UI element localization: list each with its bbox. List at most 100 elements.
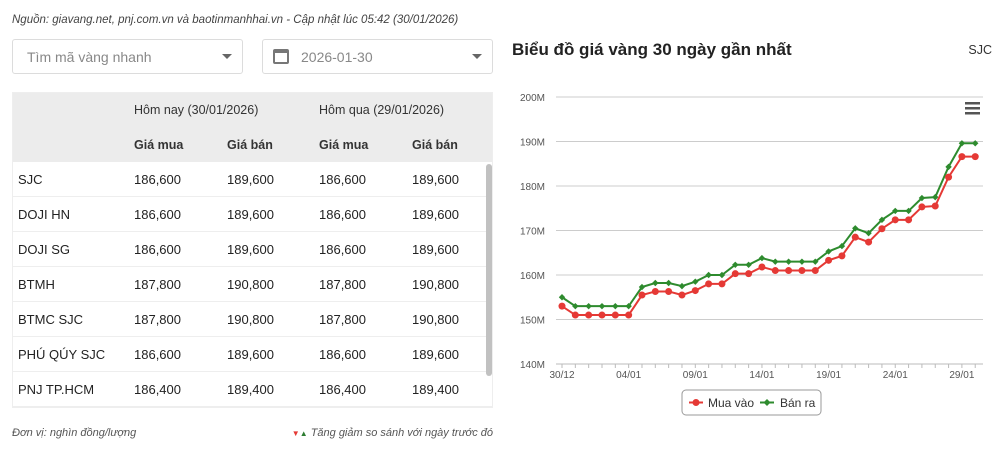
table-row[interactable]: DOJI SG 186,600 189,600 186,600 189,600 xyxy=(13,232,492,267)
data-point[interactable] xyxy=(705,271,712,279)
legend-ban-ra[interactable]: Bán ra xyxy=(760,396,816,410)
header-yesterday: Hôm qua (29/01/2026) xyxy=(319,103,445,117)
data-point[interactable] xyxy=(825,256,833,264)
data-point[interactable] xyxy=(691,287,699,295)
data-point[interactable] xyxy=(838,252,846,260)
data-point[interactable] xyxy=(678,282,686,290)
legend-mua-vao[interactable]: Mua vào xyxy=(689,396,754,410)
data-point[interactable] xyxy=(678,291,686,299)
data-point[interactable] xyxy=(771,267,779,275)
data-point[interactable] xyxy=(798,267,806,275)
data-point[interactable] xyxy=(945,173,953,181)
series-line xyxy=(561,142,976,308)
data-point[interactable] xyxy=(718,280,726,288)
yesterday-sell-price: 189,600 xyxy=(412,171,459,187)
data-point[interactable] xyxy=(758,263,766,271)
data-point[interactable] xyxy=(852,225,859,232)
data-point[interactable] xyxy=(971,153,979,161)
data-point[interactable] xyxy=(865,238,873,246)
table-row[interactable]: DOJI HN 186,600 189,600 186,600 189,600 xyxy=(13,197,492,232)
yesterday-buy-price: 186,600 xyxy=(319,241,366,257)
date-picker[interactable]: 2026-01-30 xyxy=(262,39,493,74)
data-point[interactable] xyxy=(958,153,966,161)
svg-text:170M: 170M xyxy=(520,227,545,238)
data-point[interactable] xyxy=(891,216,899,224)
price-line-chart: 140M 150M 160M 170M 180M 190M 200M 30/12 04/01 09… xyxy=(520,93,983,416)
data-point[interactable] xyxy=(972,140,979,147)
table-header-dates: Hôm nay (30/01/2026) Hôm qua (29/01/2026… xyxy=(13,93,492,127)
data-point[interactable] xyxy=(772,258,779,265)
table-row[interactable]: BTMH 187,800 190,800 187,800 190,800 xyxy=(13,267,492,302)
data-point[interactable] xyxy=(825,248,832,255)
data-point[interactable] xyxy=(892,207,899,215)
data-point[interactable] xyxy=(611,311,619,319)
col-yest-sell: Giá bán xyxy=(412,137,458,152)
svg-text:29/01: 29/01 xyxy=(949,370,974,381)
svg-text:160M: 160M xyxy=(520,271,545,282)
yesterday-buy-price: 187,800 xyxy=(319,276,366,292)
data-point[interactable] xyxy=(612,302,619,310)
today-buy-price: 186,400 xyxy=(134,381,181,397)
data-point[interactable] xyxy=(931,202,939,210)
svg-text:200M: 200M xyxy=(520,93,545,104)
yesterday-buy-price: 186,600 xyxy=(319,346,366,362)
data-point[interactable] xyxy=(638,291,646,299)
data-point[interactable] xyxy=(785,258,792,265)
today-sell-price: 189,600 xyxy=(227,171,274,187)
hamburger-icon[interactable] xyxy=(965,102,980,115)
data-point[interactable] xyxy=(745,270,753,278)
data-point[interactable] xyxy=(905,216,913,224)
table-header-columns: Giá mua Giá bán Giá mua Giá bán xyxy=(13,127,492,162)
col-yest-buy: Giá mua xyxy=(319,137,369,152)
data-point[interactable] xyxy=(705,280,713,288)
table-row[interactable]: SJC 186,600 189,600 186,600 189,600 xyxy=(13,162,492,197)
data-point[interactable] xyxy=(598,302,606,310)
data-point[interactable] xyxy=(878,225,886,233)
date-value: 2026-01-30 xyxy=(301,48,373,65)
data-point[interactable] xyxy=(665,287,673,295)
data-point[interactable] xyxy=(918,203,926,211)
svg-text:04/01: 04/01 xyxy=(616,370,641,381)
data-point[interactable] xyxy=(652,279,659,287)
svg-text:24/01: 24/01 xyxy=(883,370,908,381)
svg-text:30/12: 30/12 xyxy=(549,370,574,381)
svg-text:Bán ra: Bán ra xyxy=(780,396,816,410)
table-row[interactable]: PHÚ QÚY SJC 186,600 189,600 186,600 189,600 xyxy=(13,337,492,372)
data-point[interactable] xyxy=(932,193,939,201)
data-point[interactable] xyxy=(558,302,566,310)
data-point[interactable] xyxy=(785,267,793,275)
data-point[interactable] xyxy=(851,233,859,241)
data-point[interactable] xyxy=(812,258,819,265)
data-point[interactable] xyxy=(958,140,966,147)
svg-text:140M: 140M xyxy=(520,360,545,371)
yesterday-sell-price: 189,600 xyxy=(412,346,459,362)
gold-name: BTMC SJC xyxy=(18,311,83,327)
today-buy-price: 186,600 xyxy=(134,206,181,222)
data-point[interactable] xyxy=(811,267,819,275)
data-point[interactable] xyxy=(625,311,633,319)
data-point[interactable] xyxy=(585,311,593,319)
data-point[interactable] xyxy=(665,279,672,287)
data-point[interactable] xyxy=(731,270,739,278)
table-row[interactable]: BTMC SJC 187,800 190,800 187,800 190,800 xyxy=(13,302,492,337)
today-sell-price: 190,800 xyxy=(227,311,274,327)
chart-gold-code[interactable]: SJC xyxy=(968,43,992,57)
col-today-buy: Giá mua xyxy=(134,137,184,152)
gold-code-search-select[interactable]: Tìm mã vàng nhanh xyxy=(12,39,243,74)
table-scrollbar[interactable] xyxy=(486,164,492,376)
today-sell-price: 189,600 xyxy=(227,346,274,362)
data-point[interactable] xyxy=(798,258,806,265)
svg-text:Mua vào: Mua vào xyxy=(708,396,754,410)
today-sell-price: 189,400 xyxy=(227,381,274,397)
yesterday-buy-price: 187,800 xyxy=(319,311,366,327)
data-point[interactable] xyxy=(598,311,606,319)
data-point[interactable] xyxy=(585,302,592,310)
today-buy-price: 186,600 xyxy=(134,241,181,257)
data-point[interactable] xyxy=(745,261,752,268)
data-point[interactable] xyxy=(571,311,579,319)
table-row[interactable]: PNJ TP.HCM 186,400 189,400 186,400 189,400 xyxy=(13,372,492,407)
up-arrow-icon: ▲ xyxy=(299,429,308,438)
data-point[interactable] xyxy=(651,287,659,295)
data-point[interactable] xyxy=(558,294,566,301)
today-buy-price: 186,600 xyxy=(134,346,181,362)
